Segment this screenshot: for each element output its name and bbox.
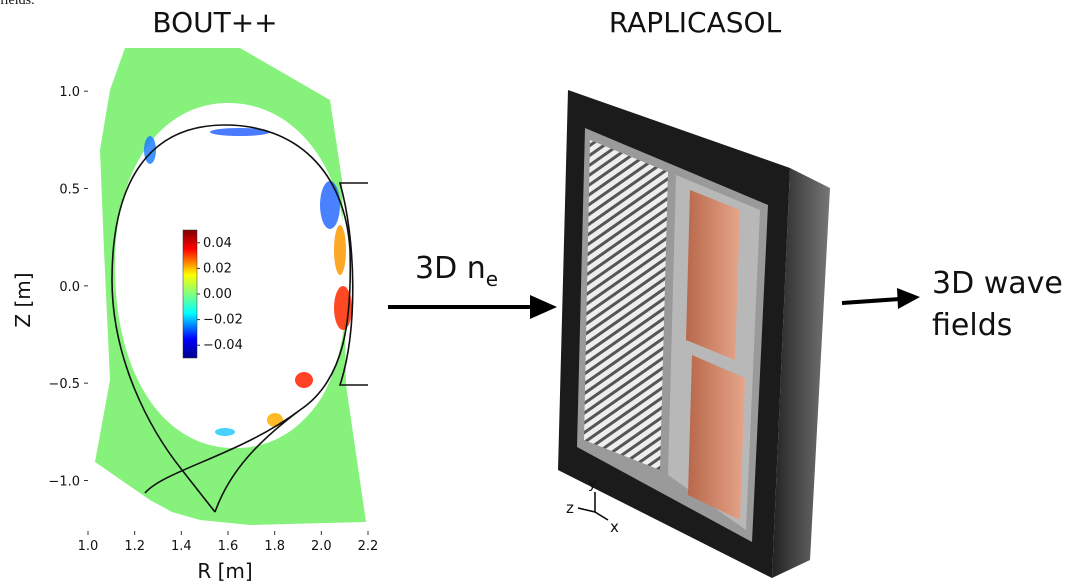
arrow: [388, 295, 557, 319]
x-tick-label: 1.8: [264, 539, 285, 554]
panel-title: RAPLICASOL: [609, 6, 782, 39]
arrow-label-text: 3D n: [415, 251, 486, 286]
colorbar-tick-label: 0.02: [203, 261, 232, 276]
output-label: fields: [932, 308, 1012, 343]
x-axis-label: R [m]: [197, 559, 252, 583]
colorbar-tick-label: 0.00: [203, 287, 232, 302]
x-tick-label: 2.2: [358, 539, 379, 554]
figure: fields. BOUT++ 1.0 1.2 1.4 1.6 1.8 2.0 2.2 1.0 0…: [0, 0, 1085, 586]
y-tick-label: −1.0: [48, 474, 80, 489]
y-tick-label: −0.5: [48, 377, 80, 392]
x-tick-label: 1.0: [78, 539, 99, 554]
panel-title: BOUT++: [152, 6, 277, 39]
arrow-label-subscript: e: [486, 267, 498, 291]
x-tick-label: 1.4: [171, 539, 192, 554]
x-tick-label: 1.2: [124, 539, 145, 554]
colorbar-tick-label: −0.04: [203, 338, 243, 353]
arrow-label: 3D ne: [415, 251, 498, 291]
output-label: 3D wave: [932, 266, 1063, 301]
coordinate-axes: [578, 492, 608, 520]
caption-fragment: fields.: [0, 0, 35, 8]
arrow: [842, 288, 920, 309]
colorbar: [183, 230, 197, 358]
x-tick-label: 2.0: [311, 539, 332, 554]
axis-z: z: [566, 499, 574, 517]
axis-y: y: [588, 474, 597, 492]
x-tick-label: 1.6: [218, 539, 239, 554]
colorbar-tick-label: 0.04: [203, 236, 232, 251]
colorbar-tick-label: −0.02: [203, 313, 243, 328]
y-tick-label: 0.5: [59, 183, 80, 198]
antenna-model: [558, 90, 830, 578]
y-tick-label: 0.0: [59, 280, 80, 295]
axis-x: x: [610, 518, 619, 536]
y-axis-label: Z [m]: [11, 272, 35, 327]
y-tick-label: 1.0: [59, 85, 80, 100]
